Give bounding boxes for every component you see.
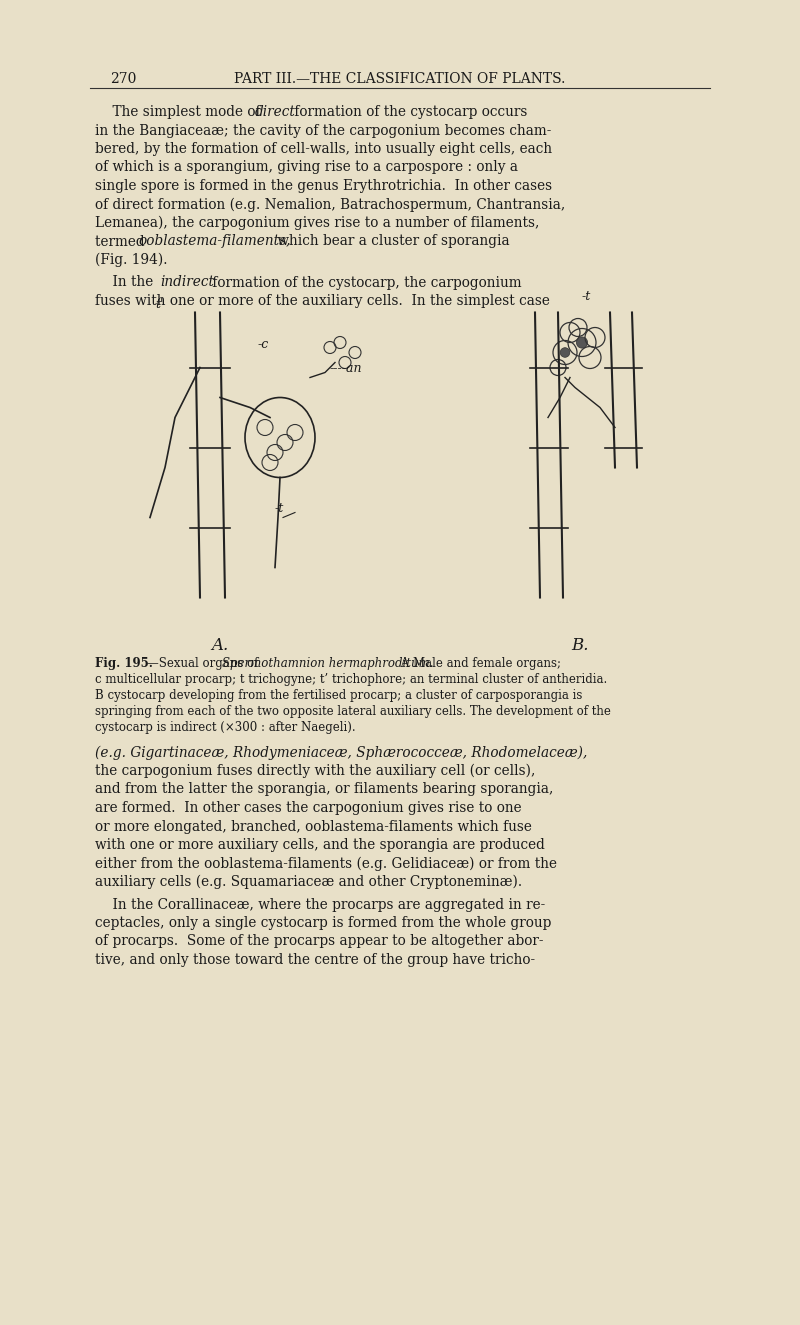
Text: formation of the cystocarp, the carpogonium: formation of the cystocarp, the carpogon… [208,276,522,289]
Text: and from the latter the sporangia, or filaments bearing sporangia,: and from the latter the sporangia, or fi… [95,783,554,796]
Text: In the: In the [95,276,158,289]
Text: auxiliary cells (e.g. Squamariaceæ and other Cryptoneminæ).: auxiliary cells (e.g. Squamariaceæ and o… [95,874,522,889]
Text: Lemanea), the carpogonium gives rise to a number of filaments,: Lemanea), the carpogonium gives rise to … [95,216,539,231]
Text: -c: -c [258,338,270,351]
Text: B cystocarp developing from the fertilised procarp; a cluster of carposporangia : B cystocarp developing from the fertilis… [95,689,582,702]
Text: are formed.  In other cases the carpogonium gives rise to one: are formed. In other cases the carpogoni… [95,802,522,815]
Circle shape [576,337,587,348]
Text: c multicellular procarp; t trichogyne; t’ trichophore; an terminal cluster of an: c multicellular procarp; t trichogyne; t… [95,673,607,686]
Text: Spermothamnion hermaphroditum.: Spermothamnion hermaphroditum. [222,657,434,670]
Text: tive, and only those toward the centre of the group have tricho-: tive, and only those toward the centre o… [95,953,535,967]
Text: The simplest mode of: The simplest mode of [95,105,265,119]
Text: cystocarp is indirect (×300 : after Naegeli).: cystocarp is indirect (×300 : after Naeg… [95,722,356,734]
Circle shape [560,347,570,358]
Text: A.: A. [211,637,229,655]
Text: direct: direct [255,105,296,119]
Text: or more elongated, branched, ooblastema-filaments which fuse: or more elongated, branched, ooblastema-… [95,819,532,833]
Text: 270: 270 [110,72,136,86]
Text: either from the ooblastema-filaments (e.g. Gelidiaceæ) or from the: either from the ooblastema-filaments (e.… [95,856,557,871]
Text: (e.g. Gigartinaceæ, Rhodymeniaceæ, Sphærococceæ, Rhodomelaceæ),: (e.g. Gigartinaceæ, Rhodymeniaceæ, Sphær… [95,746,587,761]
Text: In the Corallinaceæ, where the procarps are aggregated in re-: In the Corallinaceæ, where the procarps … [95,897,546,912]
Text: (Fig. 194).: (Fig. 194). [95,253,167,268]
Text: -t: -t [582,289,591,302]
Text: termed: termed [95,235,149,249]
Text: which bear a cluster of sporangia: which bear a cluster of sporangia [273,235,510,249]
Text: fuses with one or more of the auxiliary cells.  In the simplest case: fuses with one or more of the auxiliary … [95,294,550,307]
Text: bered, by the formation of cell-walls, into usually eight cells, each: bered, by the formation of cell-walls, i… [95,142,552,156]
Text: Fig. 195.: Fig. 195. [95,657,153,670]
Text: ooblastema-filaments,: ooblastema-filaments, [138,235,290,249]
Text: PART III.—THE CLASSIFICATION OF PLANTS.: PART III.—THE CLASSIFICATION OF PLANTS. [234,72,566,86]
Text: of direct formation (e.g. Nemalion, Batrachospermum, Chantransia,: of direct formation (e.g. Nemalion, Batr… [95,197,566,212]
Text: B.: B. [571,637,589,655]
Text: t': t' [155,298,163,310]
Text: -t: -t [275,502,284,515]
Text: A Male and female organs;: A Male and female organs; [397,657,561,670]
Text: the carpogonium fuses directly with the auxiliary cell (or cells),: the carpogonium fuses directly with the … [95,765,535,778]
Text: single spore is formed in the genus Erythrotrichia.  In other cases: single spore is formed in the genus Eryt… [95,179,552,193]
Text: —Sexual organs of: —Sexual organs of [147,657,262,670]
Text: in the Bangiaceaæ; the cavity of the carpogonium becomes cham-: in the Bangiaceaæ; the cavity of the car… [95,123,551,138]
Text: with one or more auxiliary cells, and the sporangia are produced: with one or more auxiliary cells, and th… [95,837,545,852]
Text: ----an: ----an [330,363,362,375]
Text: formation of the cystocarp occurs: formation of the cystocarp occurs [290,105,527,119]
Text: springing from each of the two opposite lateral auxiliary cells. The development: springing from each of the two opposite … [95,705,611,718]
Text: of which is a sporangium, giving rise to a carpospore : only a: of which is a sporangium, giving rise to… [95,160,518,175]
Text: ceptacles, only a single cystocarp is formed from the whole group: ceptacles, only a single cystocarp is fo… [95,916,551,930]
Text: indirect: indirect [160,276,214,289]
Text: of procarps.  Some of the procarps appear to be altogether abor-: of procarps. Some of the procarps appear… [95,934,543,949]
